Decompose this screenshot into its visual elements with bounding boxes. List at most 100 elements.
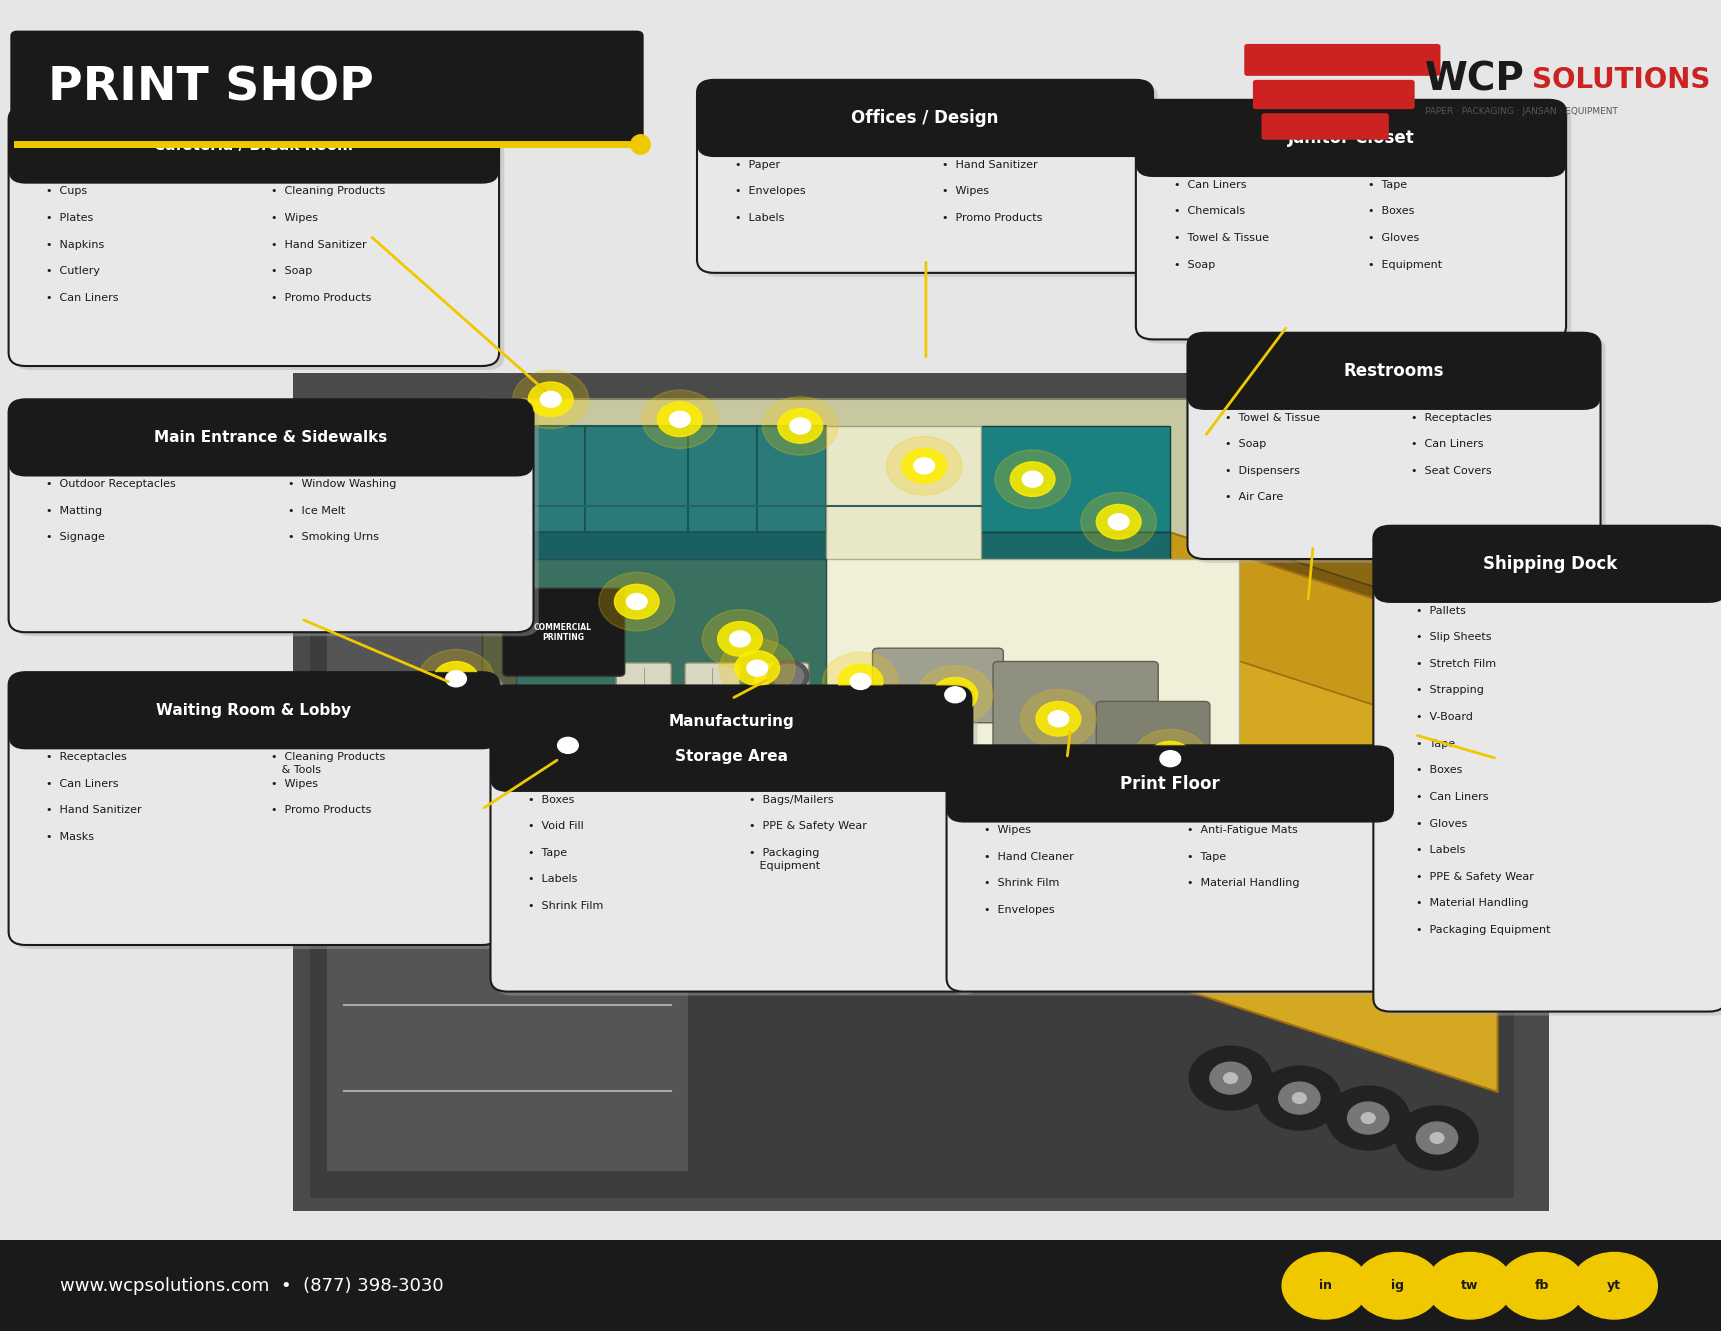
- Text: •  Can Liners: • Can Liners: [1411, 439, 1484, 450]
- Polygon shape: [1239, 805, 1446, 888]
- Text: Shipping Dock: Shipping Dock: [1482, 555, 1618, 574]
- Polygon shape: [310, 399, 1514, 1198]
- Text: •  Seat Covers: • Seat Covers: [1411, 466, 1492, 476]
- Text: •  Cups: • Cups: [46, 186, 88, 197]
- Circle shape: [823, 652, 898, 711]
- Text: Print Floor: Print Floor: [1120, 775, 1220, 793]
- Polygon shape: [516, 559, 826, 799]
- Text: •  Masks: • Masks: [46, 832, 95, 843]
- Text: •  Tape: • Tape: [1416, 739, 1456, 749]
- Text: •  Hand Sanitizer: • Hand Sanitizer: [46, 805, 143, 816]
- Text: Restrooms: Restrooms: [1344, 362, 1444, 381]
- Circle shape: [790, 418, 811, 434]
- Text: •  Cleaning Products: • Cleaning Products: [272, 752, 386, 763]
- Circle shape: [1396, 1106, 1478, 1170]
- Text: PAPER · PACKAGING · JANSAN · EQUIPMENT: PAPER · PACKAGING · JANSAN · EQUIPMENT: [1425, 108, 1618, 116]
- Circle shape: [614, 584, 659, 619]
- FancyBboxPatch shape: [9, 399, 534, 632]
- FancyBboxPatch shape: [9, 106, 499, 366]
- FancyBboxPatch shape: [1096, 701, 1210, 776]
- Circle shape: [718, 622, 762, 656]
- FancyBboxPatch shape: [1136, 100, 1566, 177]
- Polygon shape: [370, 792, 439, 819]
- FancyBboxPatch shape: [406, 797, 430, 817]
- Polygon shape: [1170, 532, 1497, 745]
- FancyBboxPatch shape: [1244, 44, 1440, 76]
- Circle shape: [768, 660, 809, 692]
- Text: •  Packaging Equipment: • Packaging Equipment: [1416, 925, 1551, 936]
- Text: •  Chemicals: • Chemicals: [1174, 206, 1244, 217]
- Circle shape: [1189, 1046, 1272, 1110]
- Text: •  Window Washing: • Window Washing: [287, 479, 396, 490]
- Text: •  Wipes: • Wipes: [272, 213, 318, 224]
- Circle shape: [886, 437, 962, 495]
- Polygon shape: [1205, 532, 1411, 799]
- Text: •  Promo Products: • Promo Products: [943, 213, 1043, 224]
- Polygon shape: [1170, 639, 1497, 1091]
- Text: in: in: [1318, 1279, 1332, 1292]
- Circle shape: [642, 390, 718, 449]
- Circle shape: [1081, 492, 1157, 551]
- Text: •  Plates: • Plates: [46, 213, 93, 224]
- Circle shape: [540, 391, 561, 407]
- Text: Offices / Design: Offices / Design: [852, 109, 998, 128]
- Text: •  Signage: • Signage: [46, 532, 105, 543]
- Circle shape: [1224, 1073, 1237, 1083]
- Text: •  Hand Cleaner: • Hand Cleaner: [984, 852, 1074, 862]
- Text: •  Towel & Tissue: • Towel & Tissue: [1174, 233, 1268, 244]
- Text: •  Hand Sanitizer: • Hand Sanitizer: [943, 160, 1038, 170]
- Text: www.wcpsolutions.com  •  (877) 398-3030: www.wcpsolutions.com • (877) 398-3030: [60, 1276, 444, 1295]
- Text: •  Outdoor Receptacles: • Outdoor Receptacles: [46, 479, 176, 490]
- Circle shape: [1416, 1122, 1458, 1154]
- Text: •  Can Liners: • Can Liners: [46, 293, 119, 303]
- FancyBboxPatch shape: [697, 80, 1153, 273]
- Text: & Tools: & Tools: [272, 765, 322, 776]
- Polygon shape: [482, 599, 740, 825]
- Polygon shape: [740, 599, 1256, 825]
- Text: •  Gloves: • Gloves: [1416, 819, 1468, 829]
- FancyBboxPatch shape: [9, 106, 499, 184]
- FancyBboxPatch shape: [952, 749, 1399, 996]
- Text: •  Bags/Mailers: • Bags/Mailers: [749, 795, 833, 805]
- Polygon shape: [1239, 779, 1446, 861]
- Text: •  Material Handling: • Material Handling: [1416, 898, 1528, 909]
- Circle shape: [546, 728, 590, 763]
- FancyBboxPatch shape: [1187, 333, 1601, 559]
- Text: •  Pallets: • Pallets: [1416, 606, 1466, 616]
- Text: •  Labels: • Labels: [528, 874, 578, 885]
- Text: •  Strapping: • Strapping: [1416, 685, 1484, 696]
- Text: Waiting Room & Lobby: Waiting Room & Lobby: [157, 703, 351, 719]
- FancyBboxPatch shape: [1193, 337, 1606, 563]
- Circle shape: [838, 664, 883, 699]
- Text: •  Promo Products: • Promo Products: [272, 805, 372, 816]
- Text: Cafeteria / Break Room: Cafeteria / Break Room: [155, 137, 353, 153]
- Polygon shape: [1239, 752, 1446, 835]
- Text: •  Anti-Fatigue Mats: • Anti-Fatigue Mats: [1187, 825, 1298, 836]
- Circle shape: [1571, 1252, 1657, 1319]
- Text: •  Void Fill: • Void Fill: [528, 821, 583, 832]
- Text: tw: tw: [1461, 1279, 1478, 1292]
- Text: •  Packaging: • Packaging: [749, 848, 819, 858]
- Text: •  Tape: • Tape: [1368, 180, 1408, 190]
- Text: •  Boxes: • Boxes: [1416, 765, 1463, 776]
- Text: •  Tape: • Tape: [1187, 852, 1227, 862]
- Text: •  Wipes: • Wipes: [984, 825, 1031, 836]
- Text: •  Ice Melt: • Ice Melt: [287, 506, 346, 516]
- Circle shape: [1361, 1113, 1375, 1123]
- Circle shape: [530, 716, 606, 775]
- FancyBboxPatch shape: [1373, 526, 1721, 1012]
- Text: WCP SOLUTIONS: WCP SOLUTIONS: [1322, 851, 1415, 866]
- Text: •  Stretch Film: • Stretch Film: [1416, 659, 1497, 669]
- Circle shape: [778, 409, 823, 443]
- FancyBboxPatch shape: [14, 403, 539, 636]
- Circle shape: [418, 861, 449, 885]
- Text: •  Hand Sanitizer: • Hand Sanitizer: [272, 240, 367, 250]
- FancyBboxPatch shape: [754, 663, 809, 748]
- Text: •  Tape: • Tape: [528, 848, 568, 858]
- Text: Equipment: Equipment: [749, 861, 819, 872]
- Polygon shape: [981, 426, 1170, 532]
- Text: •  Material Handling: • Material Handling: [1187, 878, 1299, 889]
- Circle shape: [1036, 701, 1081, 736]
- Circle shape: [1354, 1252, 1440, 1319]
- FancyBboxPatch shape: [379, 797, 403, 817]
